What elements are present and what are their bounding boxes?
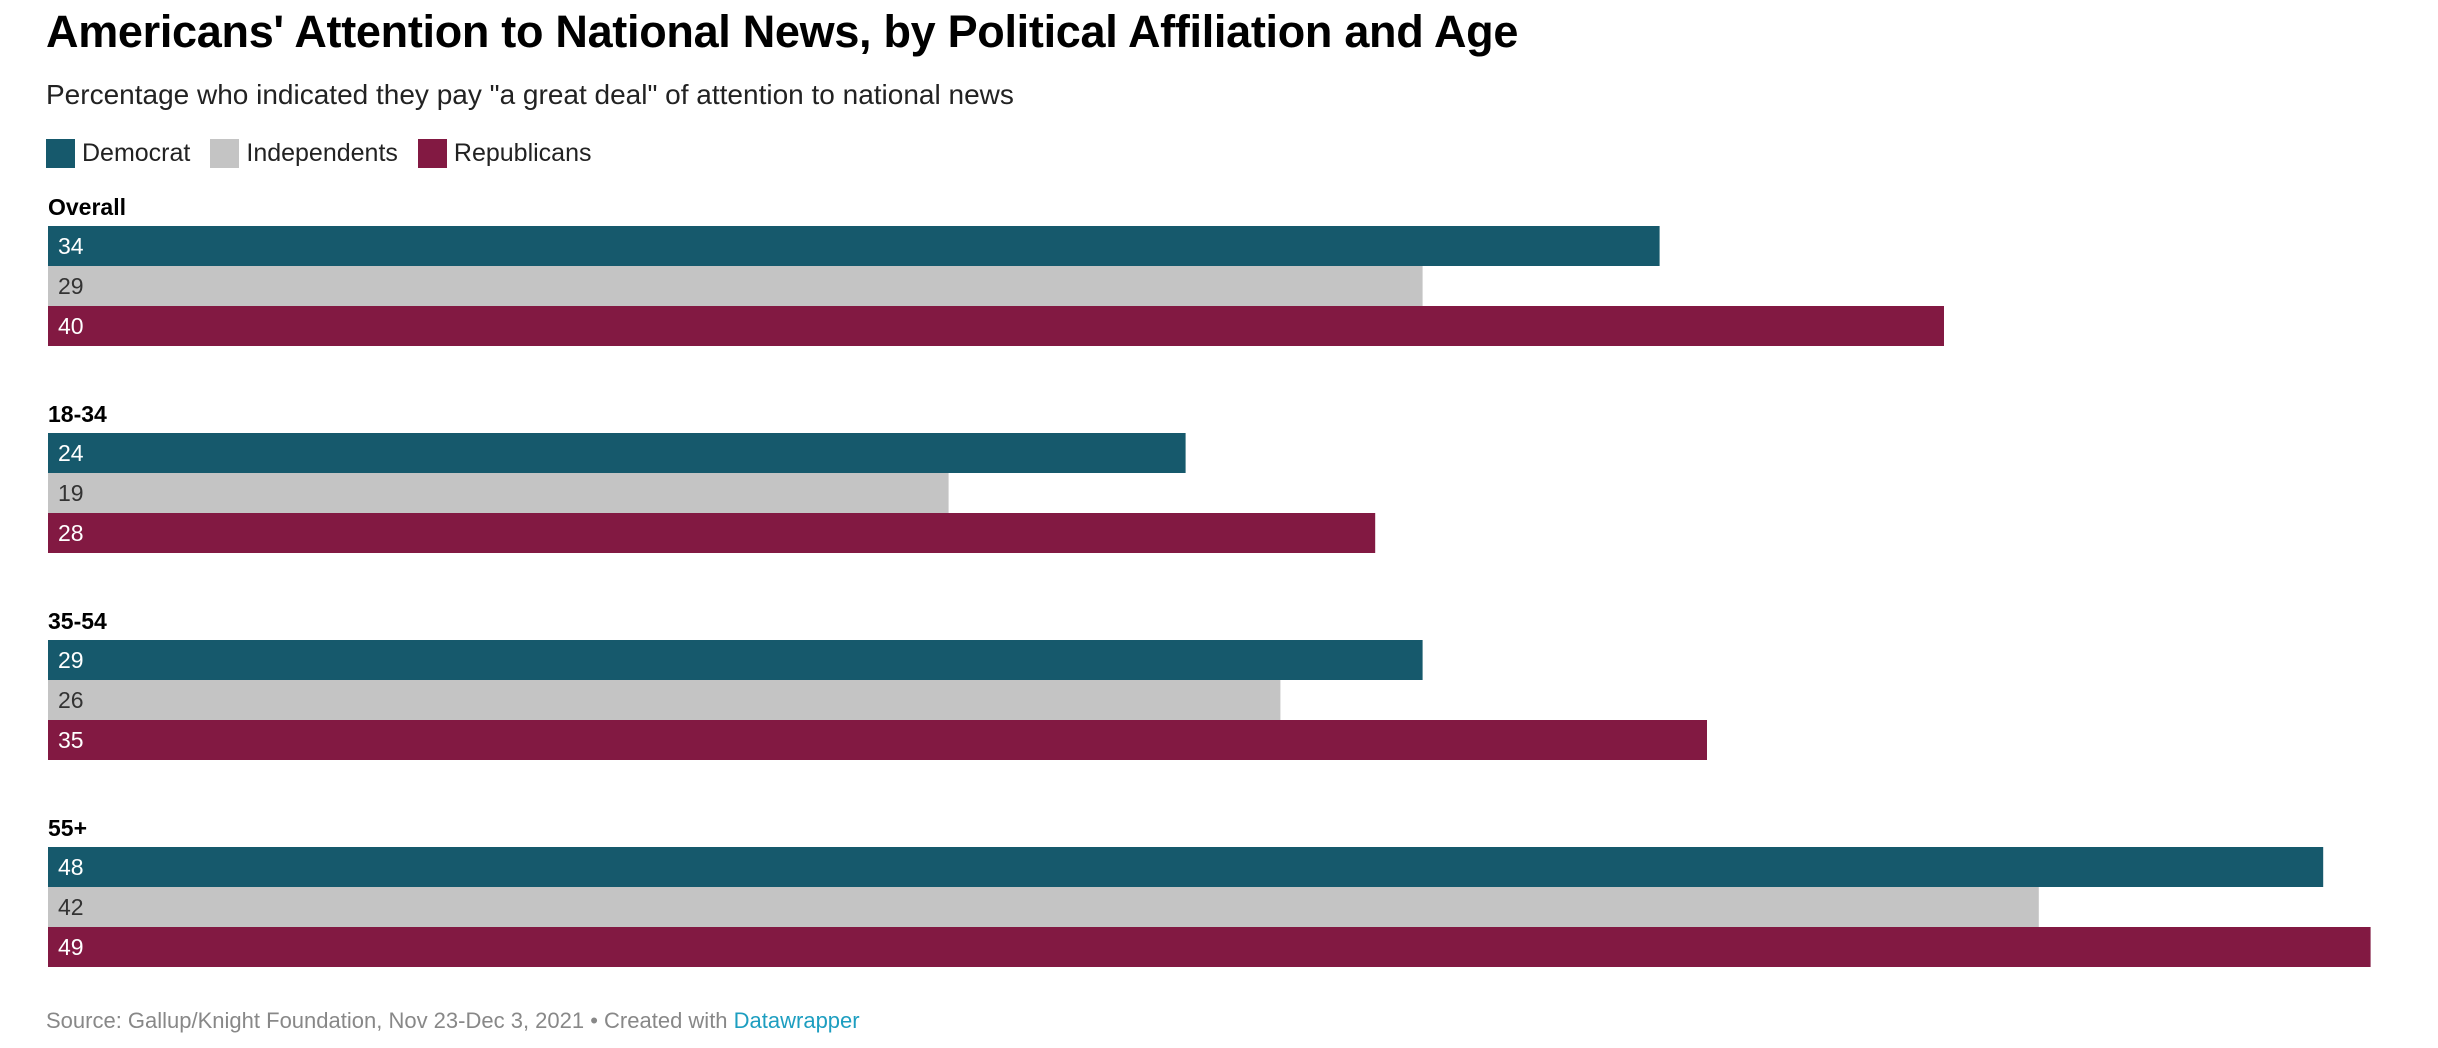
legend-item-republicans: Republicans	[417, 138, 592, 168]
group-label-overall: Overall	[48, 194, 126, 220]
bar-35-54-independents	[48, 680, 1281, 720]
value-label-18-34-democrat: 24	[58, 440, 84, 466]
legend-label-republicans: Republicans	[453, 138, 592, 167]
bar-group-55: 55+ 48 42 49	[48, 815, 2371, 967]
group-label-55: 55+	[48, 815, 87, 841]
bar-35-54-democrat	[48, 640, 1423, 680]
value-label-35-54-democrat: 29	[58, 647, 84, 673]
datawrapper-link[interactable]: Datawrapper	[733, 1008, 860, 1033]
bar-35-54-republicans	[48, 720, 1707, 760]
value-label-18-34-republicans: 28	[58, 520, 84, 546]
chart-subtitle: Percentage who indicated they pay "a gre…	[46, 79, 1014, 110]
value-label-55-republicans: 49	[58, 934, 84, 960]
value-label-overall-republicans: 40	[58, 313, 84, 339]
legend-label-democrat: Democrat	[82, 138, 191, 167]
chart-source: Source: Gallup/Knight Foundation, Nov 23…	[46, 1008, 860, 1034]
bar-overall-republicans	[48, 306, 1944, 346]
chart-title: Americans' Attention to National News, b…	[46, 6, 1519, 57]
bar-18-34-republicans	[48, 513, 1376, 553]
legend-item-independents: Independents	[210, 138, 398, 168]
bar-55-democrat	[48, 847, 2324, 887]
bar-overall-democrat	[48, 226, 1660, 266]
bar-overall-independents	[48, 266, 1423, 306]
bar-18-34-democrat	[48, 433, 1186, 473]
bar-group-overall: Overall 34 29 40	[48, 194, 1944, 346]
bar-group-18-34: 18-34 24 19 28	[48, 401, 1376, 553]
chart-legend: Democrat Independents Republicans	[46, 136, 612, 170]
value-label-55-democrat: 48	[58, 854, 84, 880]
bar-55-republicans	[48, 927, 2371, 967]
legend-swatch-democrat	[46, 138, 75, 168]
legend-item-democrat: Democrat	[46, 138, 191, 168]
bar-55-independents	[48, 887, 2039, 927]
legend-swatch-republicans	[417, 138, 447, 168]
value-label-55-independents: 42	[58, 894, 84, 920]
bar-group-35-54: 35-54 29 26 35	[48, 608, 1707, 760]
legend-label-independents: Independents	[246, 138, 398, 167]
value-label-35-54-republicans: 35	[58, 727, 84, 753]
value-label-overall-independents: 29	[58, 273, 84, 299]
value-label-35-54-independents: 26	[58, 687, 84, 713]
group-label-35-54: 35-54	[48, 608, 107, 634]
legend-swatch-independents	[210, 138, 240, 168]
value-label-18-34-independents: 19	[58, 480, 84, 506]
bar-18-34-independents	[48, 473, 949, 513]
group-label-18-34: 18-34	[48, 401, 107, 427]
source-text: Source: Gallup/Knight Foundation, Nov 23…	[46, 1008, 734, 1033]
value-label-overall-democrat: 34	[58, 233, 84, 259]
